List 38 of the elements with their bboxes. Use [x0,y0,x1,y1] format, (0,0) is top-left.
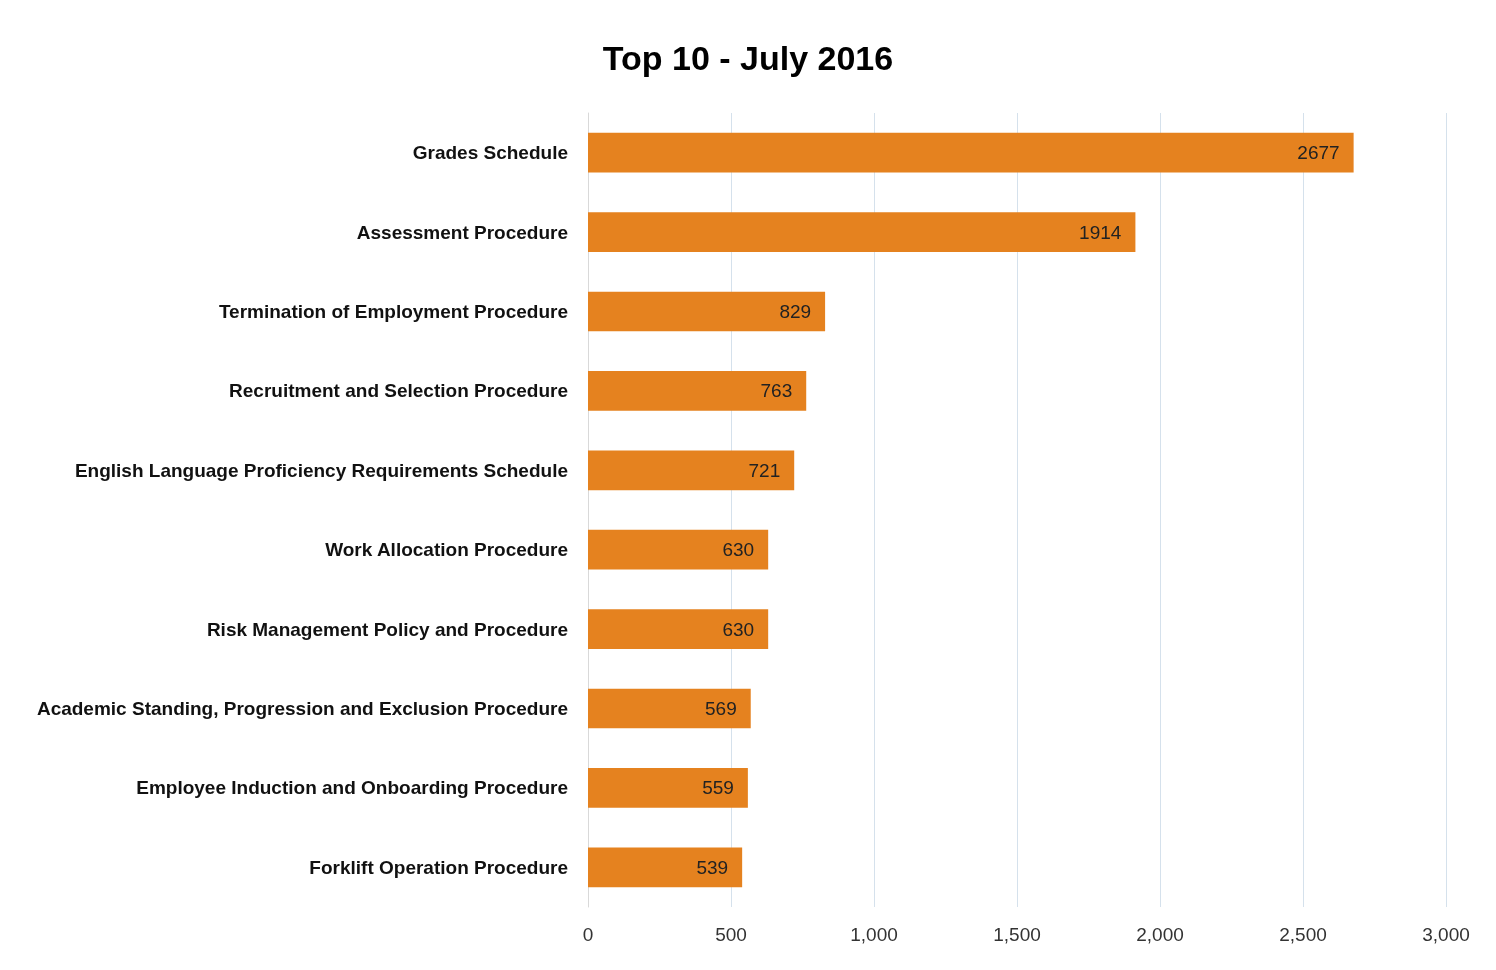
data-label: 829 [779,301,812,322]
bar [588,688,751,729]
y-tick-label: Recruitment and Selection Procedure [229,380,568,402]
bar [588,132,1354,173]
x-tick-label: 3,000 [1422,924,1470,945]
data-label: 763 [760,380,793,402]
bar [588,847,743,888]
y-tick-label: Risk Management Policy and Procedure [206,618,568,640]
y-tick-label: Academic Standing, Progression and Exclusion Procedure [36,698,568,719]
x-tick-label: 500 [715,924,747,945]
x-tick-label: 1,000 [850,924,898,945]
y-tick-label: Employee Induction and Onboarding Procedure [136,777,568,799]
data-label: 539 [696,856,729,878]
data-label: 569 [705,698,737,719]
y-tick-label: Grades Schedule [412,142,568,164]
data-label: 559 [702,777,734,799]
bar [588,212,1136,252]
x-tick-label: 2,500 [1279,924,1327,945]
x-tick-label: 2,000 [1136,924,1184,945]
bar [588,529,769,570]
y-tick-label: Work Allocation Procedure [325,539,568,561]
x-tick-label: 1,500 [993,924,1041,945]
chart-title: Top 10 - July 2016 [602,39,894,77]
data-label: 721 [748,459,781,481]
bar [588,291,826,332]
data-label: 630 [722,618,755,640]
y-tick-label: Assessment Procedure [356,221,568,243]
bar [588,450,795,491]
data-label: 1914 [1079,221,1122,243]
y-tick-label: Termination of Employment Procedure [218,301,568,322]
y-tick-label: Forklift Operation Procedure [309,856,568,878]
bar [588,768,748,808]
data-label: 630 [722,539,755,561]
bar [588,371,807,411]
bar [588,609,769,649]
y-tick-label: English Language Proficiency Requirements Schedule [74,459,568,481]
data-label: 2677 [1297,142,1340,164]
x-tick-label: 0 [582,924,594,945]
